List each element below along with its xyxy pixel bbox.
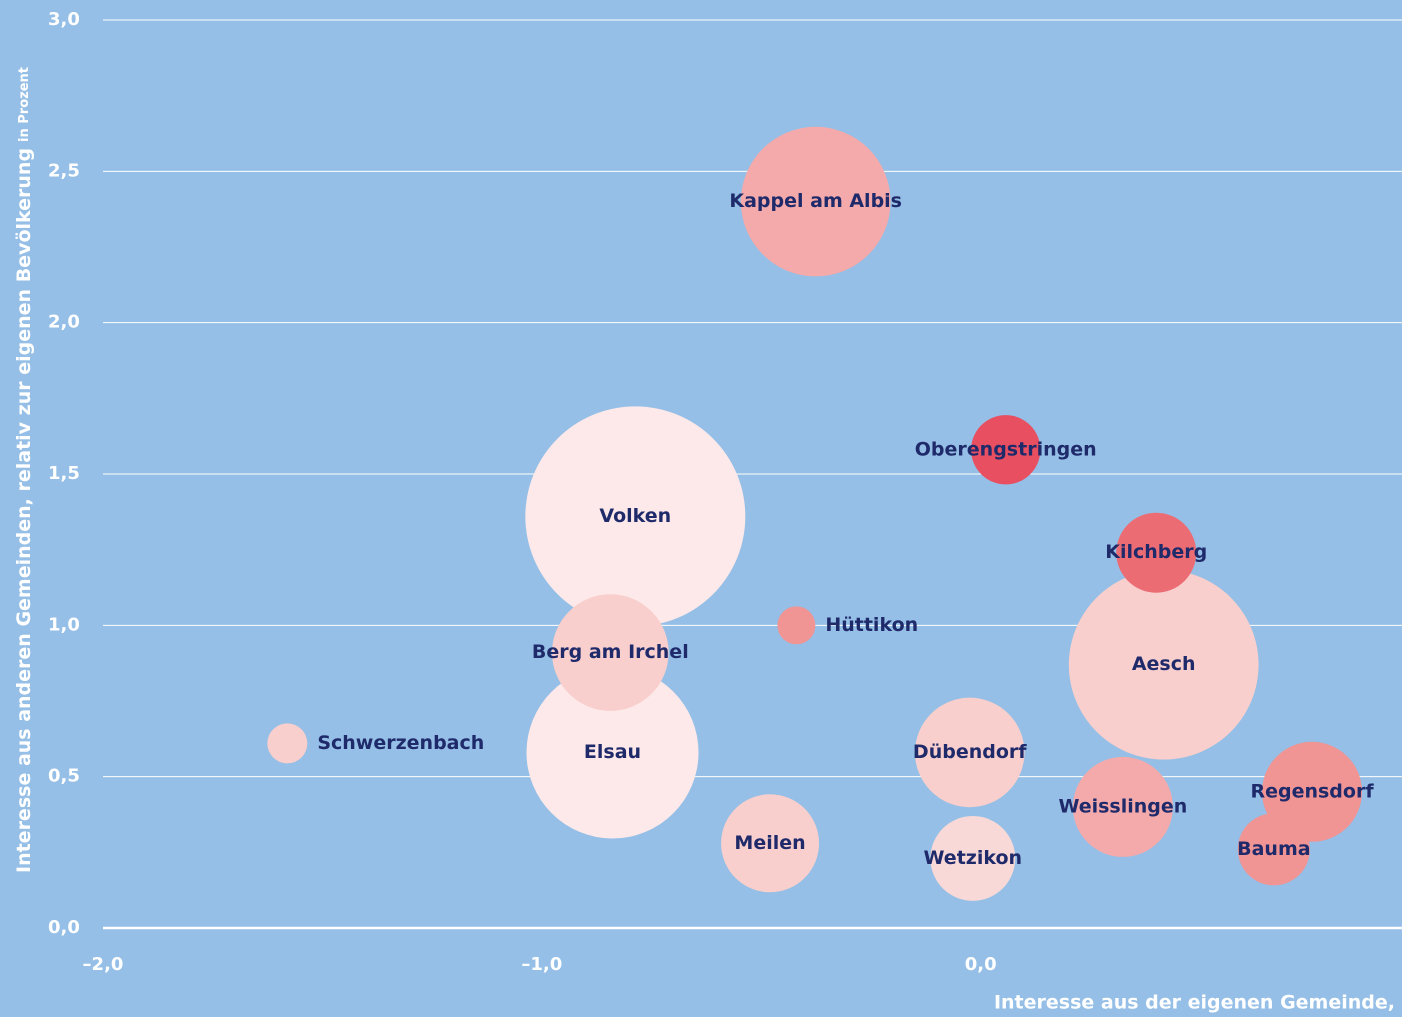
- y-tick-label: 1,0: [48, 614, 80, 635]
- bubble-label: Oberengstringen: [915, 438, 1097, 460]
- bubble-label: Elsau: [584, 741, 641, 763]
- bubble-label: Volken: [599, 505, 671, 527]
- y-tick-label: 1,5: [48, 463, 80, 484]
- bubble: [1068, 569, 1259, 760]
- bubble-label: Aesch: [1132, 653, 1196, 675]
- y-tick-label: 3,0: [48, 9, 80, 30]
- bubble-label: Regensdorf: [1250, 780, 1374, 802]
- y-tick-label: 0,0: [48, 917, 80, 938]
- y-axis-title: Interesse aus anderen Gemeinden, relativ…: [13, 148, 35, 873]
- x-tick-label: –2,0: [83, 954, 124, 975]
- bubble-label: Bauma: [1237, 838, 1310, 860]
- bubble-label: Schwerzenbach: [317, 732, 484, 754]
- bubble: [267, 723, 308, 764]
- bubble-label: Kilchberg: [1105, 541, 1207, 563]
- y-tick-label: 0,5: [48, 766, 80, 787]
- bubble: [721, 794, 820, 893]
- bubble-label: Weisslingen: [1058, 795, 1187, 817]
- bubble-label: Wetzikon: [924, 847, 1023, 869]
- bubble: [552, 594, 669, 711]
- bubble-label: Meilen: [734, 832, 805, 854]
- bubble: [930, 815, 1016, 901]
- bubble-label: Berg am Irchel: [532, 641, 689, 663]
- x-tick-label: –1,0: [521, 954, 562, 975]
- y-tick-label: 2,0: [48, 312, 80, 333]
- bubble: [740, 126, 891, 277]
- bubble: [526, 666, 699, 839]
- bubble-label: Dübendorf: [913, 741, 1027, 763]
- bubble: [525, 406, 746, 627]
- bubble-label: Hüttikon: [825, 614, 918, 636]
- bubble: [914, 697, 1025, 808]
- x-axis-label: Interesse aus der eigenen Gemeinde,: [994, 992, 1395, 1014]
- bubble: [1116, 512, 1197, 593]
- bubble: [971, 415, 1041, 485]
- bubble: [777, 606, 816, 645]
- bubble-label: Kappel am Albis: [729, 190, 902, 212]
- y-tick-label: 2,5: [48, 160, 80, 181]
- x-tick-label: 0,0: [965, 954, 997, 975]
- bubble: [1072, 756, 1173, 857]
- y-axis-unit: in Prozent: [17, 67, 32, 142]
- y-axis-label: Interesse aus anderen Gemeinden, relativ…: [13, 67, 35, 873]
- bubble: [1237, 813, 1310, 886]
